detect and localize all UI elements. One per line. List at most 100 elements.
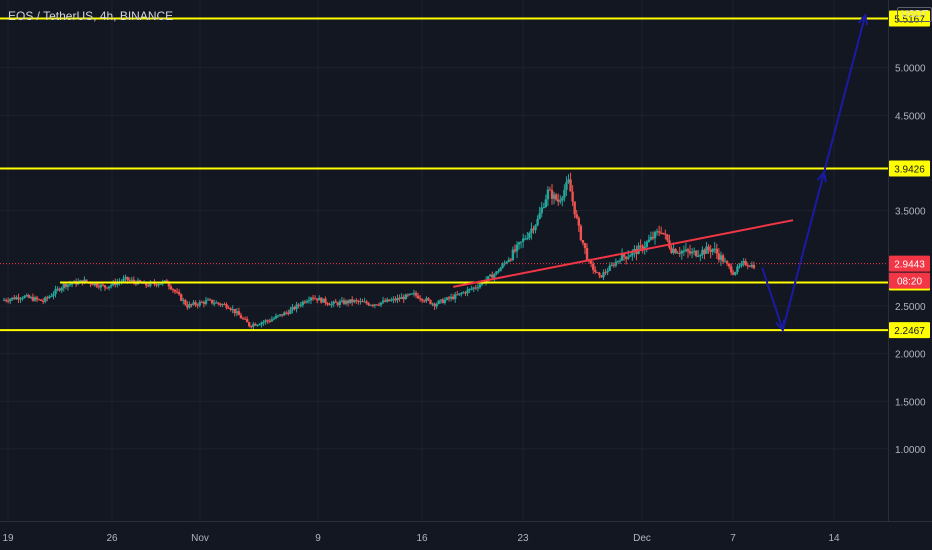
candle-body <box>721 255 725 262</box>
candle-body <box>29 297 33 299</box>
time-axis: 19 26 Nov 9 16 23 Dec 7 14 <box>2 533 840 544</box>
candle-body <box>575 214 578 218</box>
candle-body <box>340 300 344 302</box>
candle-body <box>392 298 395 300</box>
candle-body <box>598 272 601 276</box>
candle-body <box>495 271 498 275</box>
candle-body <box>11 297 14 300</box>
candle-body <box>639 245 642 247</box>
candle-body <box>499 267 502 272</box>
candle-body <box>557 199 560 202</box>
candle-body <box>291 307 294 310</box>
candle-body <box>690 251 694 254</box>
currency-button[interactable]: USDT <box>897 7 932 22</box>
candle-body <box>99 284 103 288</box>
candle-body <box>377 304 381 306</box>
candle-body <box>328 304 331 306</box>
candle-body <box>361 301 364 303</box>
candle-body <box>443 299 447 304</box>
candle-body <box>303 301 307 303</box>
candle-body <box>404 294 407 300</box>
candle-body <box>456 294 459 296</box>
candle-body <box>167 283 171 287</box>
candle-body <box>241 318 245 320</box>
candle-body <box>52 294 55 296</box>
candle-body <box>324 298 327 304</box>
candle-body <box>23 296 26 298</box>
candle-body <box>330 303 333 306</box>
trendline-line <box>453 219 794 288</box>
candle-body <box>750 264 754 267</box>
candle-body <box>320 297 323 303</box>
candle-body <box>651 236 655 239</box>
candle-body <box>17 297 20 300</box>
candle-body <box>402 296 405 300</box>
candle-body <box>132 279 136 282</box>
candle-body <box>245 319 249 323</box>
candle-body <box>622 253 626 257</box>
candle-body <box>268 320 271 322</box>
candle-body <box>618 260 622 262</box>
candle-body <box>505 261 508 263</box>
candles <box>2 172 756 331</box>
candle-body <box>425 298 428 302</box>
candle-body <box>534 225 537 231</box>
candle-body <box>460 293 463 295</box>
candle-body <box>486 276 490 280</box>
candle-body <box>283 312 286 316</box>
arrow-head-up <box>857 13 869 26</box>
candle-body <box>19 298 22 300</box>
candle-body <box>237 311 241 316</box>
candle-body <box>449 296 453 299</box>
candle-body <box>491 274 494 278</box>
candle-body <box>431 303 434 305</box>
candle-body <box>565 182 568 190</box>
candle-body <box>400 296 403 300</box>
candle-body <box>101 284 105 286</box>
candle-body <box>544 199 548 208</box>
x-tick-label: 9 <box>315 533 321 544</box>
candle-body <box>697 255 700 257</box>
candle-body <box>713 248 716 250</box>
candle-body <box>272 318 276 320</box>
candle-body <box>25 295 28 297</box>
candle-body <box>515 244 519 252</box>
candle-body <box>256 324 259 326</box>
candle-body <box>592 263 595 270</box>
candle-body <box>521 238 525 242</box>
candle-body <box>707 246 710 250</box>
candle-body <box>184 300 187 305</box>
candle-body <box>433 303 436 307</box>
candle-body <box>159 283 162 285</box>
candle-body <box>210 299 214 304</box>
candle-body <box>192 302 195 305</box>
candle-body <box>645 241 648 247</box>
candle-body <box>357 300 360 302</box>
candle-body <box>365 301 368 304</box>
candle-body <box>589 260 593 264</box>
candle-body <box>369 304 372 306</box>
horizontal-levels <box>0 17 888 332</box>
candle-body <box>348 299 352 303</box>
candle-body <box>647 239 651 242</box>
candle-body <box>423 300 426 302</box>
candle-body <box>552 194 556 199</box>
candle-body <box>60 287 63 291</box>
candle-body <box>462 292 465 294</box>
candle-body <box>550 190 554 199</box>
candle-body <box>379 302 383 305</box>
candle-body <box>458 293 461 295</box>
candle-body <box>612 264 616 266</box>
current-price-badge: 2.9443 <box>894 260 925 271</box>
candle-body <box>437 300 440 304</box>
candle-body <box>351 299 354 303</box>
candle-body <box>124 276 127 279</box>
candle-body <box>571 191 574 202</box>
candle-body <box>631 251 634 256</box>
candle-body <box>274 316 278 319</box>
candle-body <box>435 303 438 307</box>
candle-body <box>233 308 236 314</box>
candle-body <box>295 304 298 310</box>
candle-body <box>250 326 253 328</box>
